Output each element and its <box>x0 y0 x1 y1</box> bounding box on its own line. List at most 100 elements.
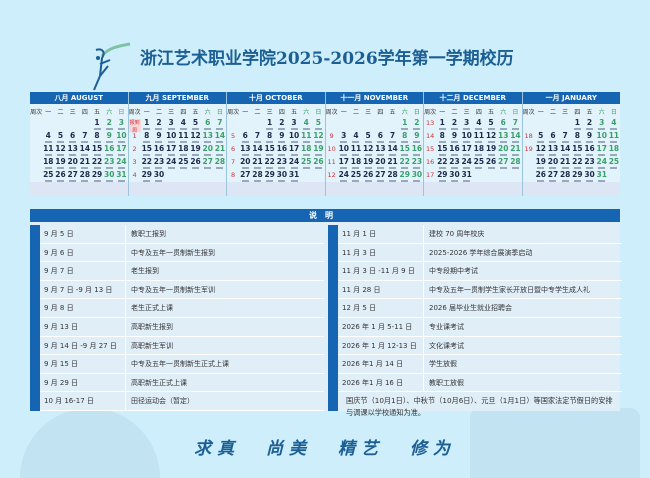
note-event: 中专及五年一贯制新生军训 <box>131 285 215 294</box>
date-cell: 23 <box>103 158 115 171</box>
week-number: 4 <box>132 171 137 179</box>
date-cell: 22 <box>436 158 448 171</box>
weekday-label: 二 <box>254 109 261 116</box>
date-cell: 8 <box>91 132 103 145</box>
date-cell: 29 <box>571 171 583 184</box>
date-cell: 7 <box>79 132 91 145</box>
date-cell: 3 <box>461 119 473 132</box>
note-row: 9 月 15 日中专及五年一贯制新生正式上课 <box>40 355 324 374</box>
date-cell: 6 <box>202 119 214 132</box>
week-number: 2 <box>132 145 137 153</box>
date-cell: 25 <box>42 171 54 184</box>
month-1: 九月 SEPTEMBER 周次一二三四五六日报到周 1 2 3 4 5 6 7 1 8 9 10 11 12… <box>128 92 227 196</box>
week-number: 18 <box>524 132 533 140</box>
week-number <box>523 158 535 171</box>
date-cell: 20 <box>374 158 386 171</box>
date-cell: 14 <box>79 145 91 158</box>
note-event: 学生放假 <box>429 360 457 369</box>
note-date: 2026 年1 月 14 日 <box>338 355 424 373</box>
date-cell: 16 <box>276 145 288 158</box>
note-event: 中专及五年一贯制学生家长开放日暨中专学生成人礼 <box>429 285 590 294</box>
weekday-row: 周次一二三四五六日 <box>424 107 522 116</box>
date-cell: 4 <box>177 119 189 132</box>
weekday-label: 六 <box>303 109 310 116</box>
date-cell: 4 <box>42 132 54 145</box>
date-cell: 5 <box>189 119 201 132</box>
weekday-row: 周次一二三四五六日 <box>523 107 621 116</box>
date-cell: 2 <box>448 119 460 132</box>
date-cell: 23 <box>448 158 460 171</box>
date-cell: 9 <box>103 132 115 145</box>
weekday-label: 周次 <box>30 109 43 116</box>
note-event: 教职工放假 <box>429 378 464 387</box>
date-cell: 22 <box>399 158 411 171</box>
date-cell: 23 <box>583 158 595 171</box>
weekday-label: 日 <box>216 109 223 116</box>
date-cell: 29 <box>436 171 448 184</box>
date-cell: 21 <box>79 158 91 171</box>
date-cell: 11 <box>177 132 189 145</box>
date-cell: 3 <box>596 119 608 132</box>
note-row: 9 月 6 日中专及五年一贯制新生报到 <box>40 243 324 263</box>
weekday-label: 二 <box>352 109 359 116</box>
date-cell: 30 <box>103 171 115 184</box>
weekday-label: 日 <box>610 109 617 116</box>
date-cell: 2 <box>276 119 288 132</box>
date-cell: 20 <box>547 158 559 171</box>
week-number <box>227 119 239 132</box>
weekday-label: 周次 <box>424 109 437 116</box>
date-cell: 18 <box>350 158 362 171</box>
date-cell: 23 <box>411 158 423 171</box>
note-date: 2026 年 1 月 5-11 日 <box>338 317 424 336</box>
note-date: 12 月 5 日 <box>338 299 424 317</box>
note-event: 高职新生报到 <box>131 322 173 331</box>
note-event: 2025-2026 学年综合展演季启动 <box>429 248 533 257</box>
date-cell: 20 <box>202 145 214 158</box>
date-cell: 10 <box>461 132 473 145</box>
date-cell: 7 <box>386 132 398 145</box>
date-cell: 25 <box>608 158 620 171</box>
date-cell: 20 <box>497 145 509 158</box>
date-cell: 16 <box>583 145 595 158</box>
week-number: 9 <box>329 132 334 140</box>
weekday-label: 六 <box>500 109 507 116</box>
date-cell: 16 <box>448 145 460 158</box>
month-footer <box>522 182 620 196</box>
date-cell: 13 <box>67 145 79 158</box>
weekday-row: 周次一二三四五六日 <box>227 107 325 116</box>
date-cell: 10 <box>596 132 608 145</box>
weekday-row: 周次一二三四五六日 <box>129 107 227 116</box>
date-cell: 19 <box>312 145 324 158</box>
holiday-footnote: 国庆节（10月1日）、中秋节（10月6日）、元旦（1月1日）等国家法定节假日的安… <box>346 396 613 418</box>
date-cell: 28 <box>214 158 226 171</box>
weekday-label: 五 <box>291 109 298 116</box>
weekday-label: 一 <box>45 109 52 116</box>
date-cell: 30 <box>448 171 460 184</box>
date-cell: 27 <box>67 171 79 184</box>
note-row: 11 月 3 日 2025-2026 学年综合展演季启动 <box>338 243 622 263</box>
date-cell: 17 <box>338 158 350 171</box>
note-date: 9 月 5 日 <box>40 225 126 243</box>
week-number: 3 <box>132 158 137 166</box>
week-number: 16 <box>425 158 435 166</box>
date-cell: 8 <box>399 132 411 145</box>
note-date: 10 月 16-17 日 <box>40 392 126 410</box>
date-cell: 30 <box>411 171 423 184</box>
weekday-label: 日 <box>512 109 519 116</box>
date-cell: 22 <box>264 158 276 171</box>
date-cell: 7 <box>559 132 571 145</box>
date-cell: 13 <box>239 145 251 158</box>
weekday-label: 二 <box>155 109 162 116</box>
note-date: 11 月 1 日 <box>338 225 424 243</box>
date-cell: 9 <box>448 132 460 145</box>
date-cell: 1 <box>264 119 276 132</box>
notes-panel: 说明 9 月 5 日教职工报到 9 月 6 日中专及五年一贯制新生报到 9 月 7 … <box>30 209 622 417</box>
weekday-label: 日 <box>315 109 322 116</box>
note-row: 2026 年1 月 16 日教职工放假 <box>338 373 622 393</box>
date-cell: 27 <box>497 158 509 171</box>
date-cell: 18 <box>300 145 312 158</box>
month-4: 十二月 DECEMBER 周次一二三四五六日 13 1 2 3 4 5 6 7 14 8 9 10 11 12… <box>424 92 523 196</box>
date-cell: 1 <box>436 119 448 132</box>
date-cell: 2 <box>411 119 423 132</box>
date-cell: 25 <box>300 158 312 171</box>
